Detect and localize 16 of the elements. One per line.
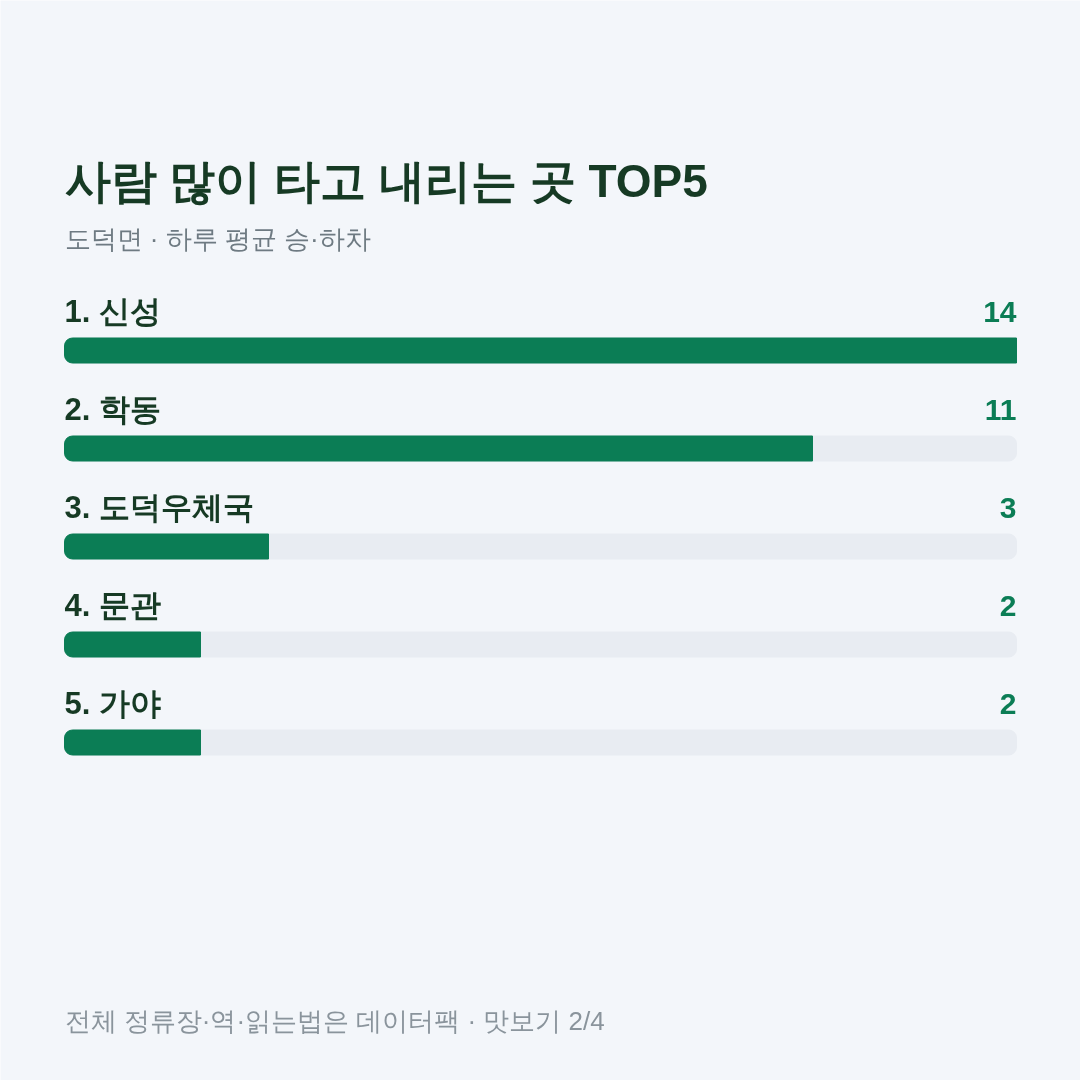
text: 전체 정류장·역·읽는법은 데이터팩 · 맛보기 2/4 — [64, 1005, 605, 1036]
data-label: 2 — [999, 588, 1017, 622]
y-tick-label: 4. 문관 — [64, 588, 161, 623]
data-label: 14 — [983, 294, 1017, 328]
y-tick-label: 5. 가야 — [64, 686, 161, 721]
bar — [64, 631, 201, 658]
chart-title: 사람 많이 타고 내리는 곳 TOP5 — [64, 154, 708, 207]
data-label: 2 — [999, 686, 1017, 720]
bar — [64, 729, 201, 756]
y-tick-label: 1. 신성 — [64, 294, 161, 329]
y-tick-label: 3. 도덕우체국 — [64, 490, 254, 525]
data-label: 11 — [984, 392, 1017, 426]
bar — [64, 533, 269, 560]
chart-subtitle: 도덕면 · 하루 평균 승·하차 — [64, 223, 371, 254]
y-tick-label: 2. 학동 — [64, 392, 161, 427]
data-label: 3 — [999, 490, 1017, 524]
